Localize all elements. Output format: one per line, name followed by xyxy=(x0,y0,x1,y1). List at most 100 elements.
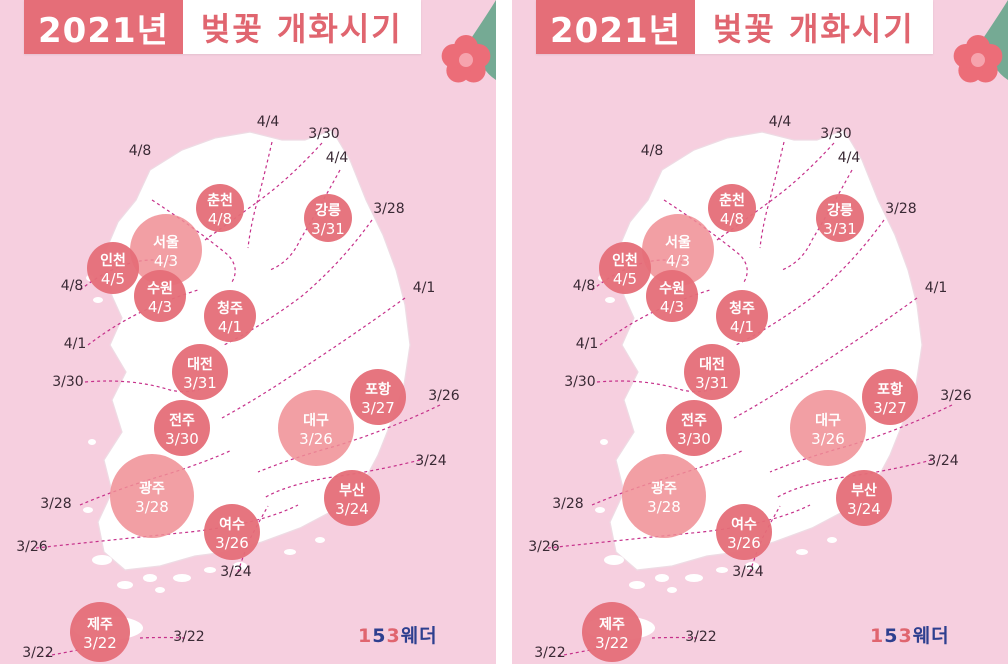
city-date: 3/30 xyxy=(165,430,199,448)
city-date: 4/5 xyxy=(101,270,125,288)
city-bubble-circle xyxy=(862,369,918,425)
isoline xyxy=(237,505,269,573)
isoline-label: 3/22 xyxy=(685,629,716,645)
city-name: 포항 xyxy=(365,381,391,398)
city-name: 광주 xyxy=(651,480,677,497)
isoline-label: 3/24 xyxy=(220,564,252,580)
island-shape xyxy=(83,507,93,513)
island-shape xyxy=(173,574,191,582)
city-name: 대구 xyxy=(815,413,841,429)
panel-divider xyxy=(496,0,512,664)
isoline-label: 3/30 xyxy=(308,126,339,142)
city-bubble-circle xyxy=(204,290,256,342)
isoline xyxy=(716,142,835,241)
city-date: 3/24 xyxy=(847,500,881,518)
city-date: 3/26 xyxy=(727,534,761,552)
city-bubble-circle xyxy=(599,242,651,294)
isoline-label: 3/28 xyxy=(885,201,916,217)
city-date: 3/24 xyxy=(335,500,369,518)
isoline-label: 3/28 xyxy=(40,496,71,512)
isoline xyxy=(79,449,233,506)
city-name: 대구 xyxy=(303,413,329,429)
city-date: 4/8 xyxy=(720,210,744,228)
city-date: 3/26 xyxy=(811,430,845,448)
flower-center xyxy=(459,53,473,67)
isoline xyxy=(247,141,273,249)
island-shape xyxy=(233,562,247,570)
korea-map-right: 4/8 4/4 4/8 4/1 3/30 4/4 3/28 4/1 3/30 3/26 3/24 3/… xyxy=(528,0,1008,662)
city-name: 수원 xyxy=(147,281,173,297)
isoline-label: 4/8 xyxy=(641,143,664,159)
city-bubble: 광주3/28 xyxy=(622,454,706,538)
city-name: 인천 xyxy=(100,252,126,269)
city-date: 4/5 xyxy=(613,270,637,288)
city-bubble-circle xyxy=(646,270,698,322)
city-name: 광주 xyxy=(139,480,165,497)
city-date: 4/3 xyxy=(666,252,690,270)
island-shape xyxy=(604,555,624,565)
isoline xyxy=(591,449,745,506)
title-banner: 2021년 벚꽃 개화시기 xyxy=(536,0,933,54)
city-bubble: 서울4/3 xyxy=(642,214,714,286)
island-shape xyxy=(143,574,157,582)
city-date: 4/3 xyxy=(148,298,172,316)
city-bubble: 전주3/30 xyxy=(666,400,722,456)
isoline xyxy=(781,169,853,271)
isoline-label: 3/22 xyxy=(173,629,204,645)
city-name: 대전 xyxy=(187,356,213,373)
isoline-label: 3/24 xyxy=(732,564,764,580)
city-bubble: 인천4/5 xyxy=(599,242,651,294)
city-bubble: 수원4/3 xyxy=(646,270,698,322)
island-shape xyxy=(745,562,759,570)
island-shape xyxy=(117,581,133,589)
isoline xyxy=(151,199,236,283)
isoline-label: 3/28 xyxy=(373,201,404,217)
island-shape xyxy=(629,581,645,589)
island-shape xyxy=(92,555,112,565)
isoline-label: 4/1 xyxy=(64,336,87,352)
city-name: 전주 xyxy=(681,412,707,429)
city-bubble-circle xyxy=(196,184,244,232)
city-date: 3/28 xyxy=(135,498,169,516)
city-date: 3/27 xyxy=(873,399,907,417)
city-bubble-circle xyxy=(204,504,260,560)
island-shape xyxy=(155,587,165,593)
city-date: 4/3 xyxy=(154,252,178,270)
isoline-label: 4/8 xyxy=(573,278,596,294)
city-bubble: 부산3/24 xyxy=(324,470,380,526)
title-text: 벚꽃 개화시기 xyxy=(694,0,933,54)
city-date: 3/26 xyxy=(215,534,249,552)
city-name: 제주 xyxy=(599,617,625,633)
city-bubble: 제주3/22 xyxy=(70,602,130,662)
city-bubble-circle xyxy=(716,504,772,560)
city-bubble: 전주3/30 xyxy=(154,400,210,456)
city-bubble-circle xyxy=(716,290,768,342)
isoline-label: 4/4 xyxy=(838,150,861,166)
city-date: 3/27 xyxy=(361,399,395,417)
city-date: 3/31 xyxy=(183,374,217,392)
city-bubble: 춘천4/8 xyxy=(708,184,756,232)
city-date: 3/22 xyxy=(83,634,117,652)
cherry-blossom-icon xyxy=(441,0,496,83)
brand-logo: 153웨더 xyxy=(358,625,438,647)
city-bubble: 춘천4/8 xyxy=(196,184,244,232)
title-banner: 2021년 벚꽃 개화시기 xyxy=(24,0,421,54)
isoline-label: 3/24 xyxy=(415,453,447,469)
isoline xyxy=(35,504,299,549)
city-date: 3/26 xyxy=(299,430,333,448)
city-name: 춘천 xyxy=(719,193,745,209)
isoline-label: 4/4 xyxy=(257,114,280,130)
city-bubble-circle xyxy=(816,194,864,242)
island-shape xyxy=(93,297,103,303)
isoline xyxy=(263,459,421,499)
city-bubble: 광주3/28 xyxy=(110,454,194,538)
title-text: 벚꽃 개화시기 xyxy=(182,0,421,54)
isoline xyxy=(759,141,785,249)
city-bubble-circle xyxy=(70,602,130,662)
city-name: 강릉 xyxy=(315,202,341,219)
island-shape xyxy=(600,439,608,445)
korea-map-left: 4/8 4/4 4/8 4/1 3/30 4/4 3/28 4/1 3/30 3/26 3/24 3/… xyxy=(16,0,496,662)
title-year: 2021년 xyxy=(536,0,695,54)
isoline-label: 4/8 xyxy=(129,143,152,159)
